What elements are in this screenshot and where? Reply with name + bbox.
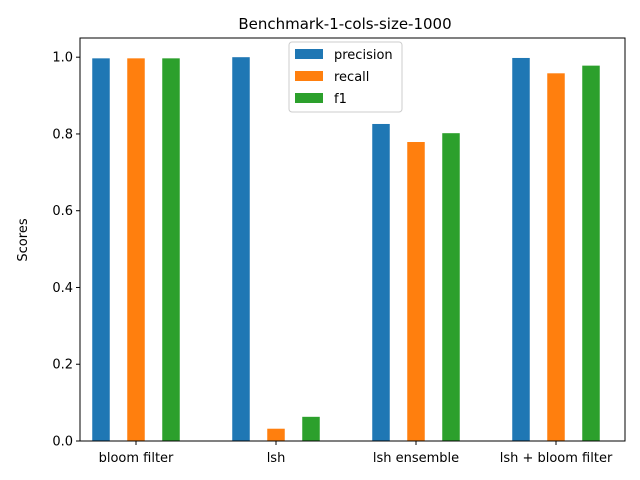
bar-recall-2 — [407, 142, 425, 441]
y-tick-label: 0.0 — [52, 435, 73, 450]
bars-layer — [92, 57, 600, 442]
axes-layer: 0.0 0.2 0.4 0.6 0.8 1.0 bloom filter lsh lsh ens… — [52, 37, 626, 466]
legend-label-f1: f1 — [334, 92, 347, 107]
legend-label-recall: recall — [334, 70, 369, 85]
bar-precision-3 — [512, 57, 530, 441]
legend-swatch-f1 — [295, 93, 323, 103]
x-tick-label: lsh + bloom filter — [500, 451, 613, 466]
legend: precision recall f1 — [288, 41, 403, 113]
y-tick-label: 0.8 — [52, 127, 73, 142]
y-axis-label: Scores — [16, 218, 31, 261]
y-tick-label: 1.0 — [52, 51, 73, 66]
x-tick-label: lsh ensemble — [373, 451, 459, 466]
bar-precision-2 — [372, 123, 390, 442]
bar-recall-1 — [267, 428, 285, 441]
bar-f1-2 — [442, 133, 460, 442]
bar-f1-1 — [302, 416, 320, 441]
x-tick-label: lsh — [267, 451, 286, 466]
bar-precision-0 — [92, 58, 110, 441]
x-tick-label: bloom filter — [99, 451, 174, 466]
bar-f1-3 — [582, 65, 600, 442]
y-tick-label: 0.4 — [52, 281, 73, 296]
y-tick-label: 0.6 — [52, 204, 73, 219]
bar-recall-0 — [127, 58, 145, 441]
y-tick-label: 0.2 — [52, 358, 73, 373]
legend-swatch-precision — [295, 49, 323, 59]
legend-label-precision: precision — [334, 48, 393, 63]
bar-precision-1 — [232, 57, 250, 441]
bar-recall-3 — [547, 73, 565, 441]
bar-f1-0 — [162, 58, 180, 441]
chart-title: Benchmark-1-cols-size-1000 — [238, 15, 451, 33]
plot-frame — [79, 37, 626, 442]
legend-swatch-recall — [295, 71, 323, 81]
